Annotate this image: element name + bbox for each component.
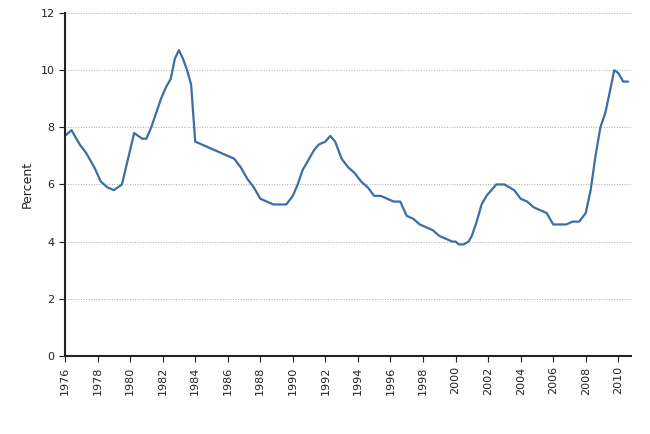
Y-axis label: Percent: Percent — [21, 161, 34, 208]
